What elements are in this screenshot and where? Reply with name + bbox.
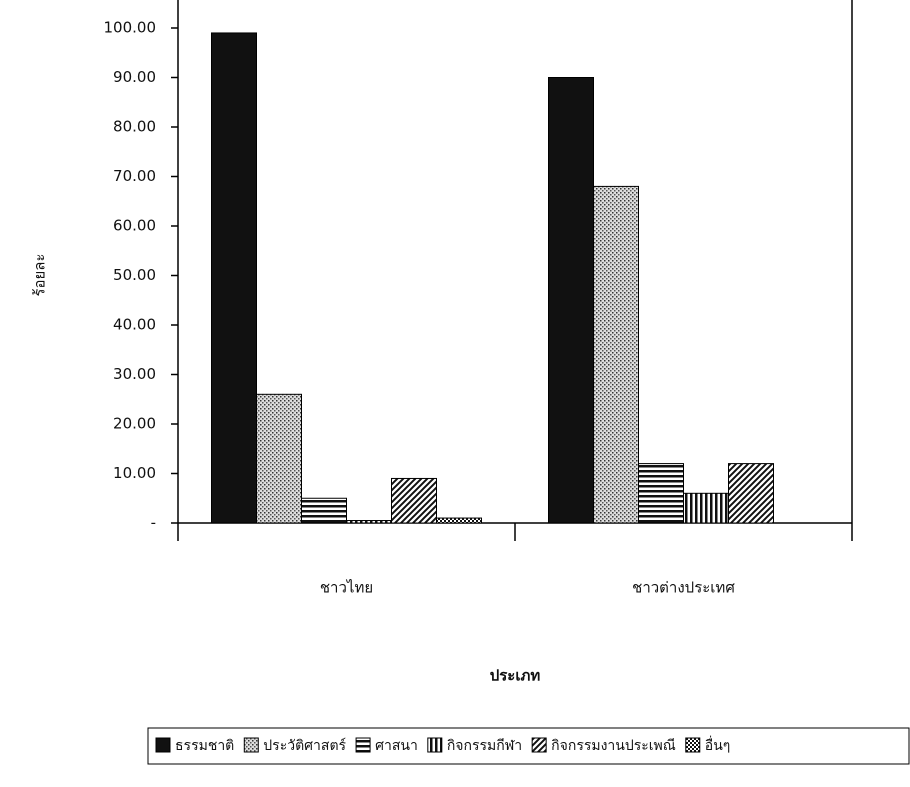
y-tick-label: - [151, 514, 156, 532]
legend-label: กิจกรรมกีฬา [447, 738, 522, 754]
y-tick-label: 60.00 [113, 217, 156, 235]
y-tick-label: 40.00 [113, 316, 156, 334]
y-tick-label: 80.00 [113, 118, 156, 136]
y-tick-label: 10.00 [113, 464, 156, 482]
bar [391, 477, 437, 524]
legend-label: ศาสนา [375, 738, 418, 754]
bar [256, 393, 302, 524]
y-tick-label: 50.00 [113, 266, 156, 284]
y-axis-label: ร้อยละ [31, 253, 49, 296]
y-tick-label: 90.00 [113, 68, 156, 86]
bar [346, 520, 392, 524]
legend [147, 727, 910, 765]
bar [301, 497, 347, 524]
y-tick-label: 70.00 [113, 167, 156, 185]
bar [638, 463, 684, 524]
legend-swatch [427, 737, 443, 753]
x-tick-label: ชาวต่างประเทศ [632, 579, 735, 597]
bar [211, 32, 257, 524]
legend-swatch [531, 737, 547, 753]
bar [593, 185, 639, 524]
bar [548, 77, 594, 524]
legend-swatch [685, 737, 701, 753]
legend-swatch [243, 737, 259, 753]
bar [728, 463, 774, 524]
y-tick-label: 100.00 [104, 19, 157, 37]
bar [683, 492, 729, 524]
y-tick-label: 20.00 [113, 415, 156, 433]
legend-swatch [355, 737, 371, 753]
legend-label: ประวัติศาสตร์ [263, 737, 346, 754]
x-tick-label: ชาวไทย [320, 579, 373, 597]
x-axis-label: ประเภท [490, 667, 541, 685]
bar [436, 517, 482, 524]
legend-swatch [155, 737, 171, 753]
legend-label: ธรรมชาติ [175, 738, 234, 754]
y-tick-label: 30.00 [113, 365, 156, 383]
legend-label: กิจกรรมงานประเพณี [551, 738, 676, 754]
legend-label: อื่นๆ [705, 736, 731, 754]
